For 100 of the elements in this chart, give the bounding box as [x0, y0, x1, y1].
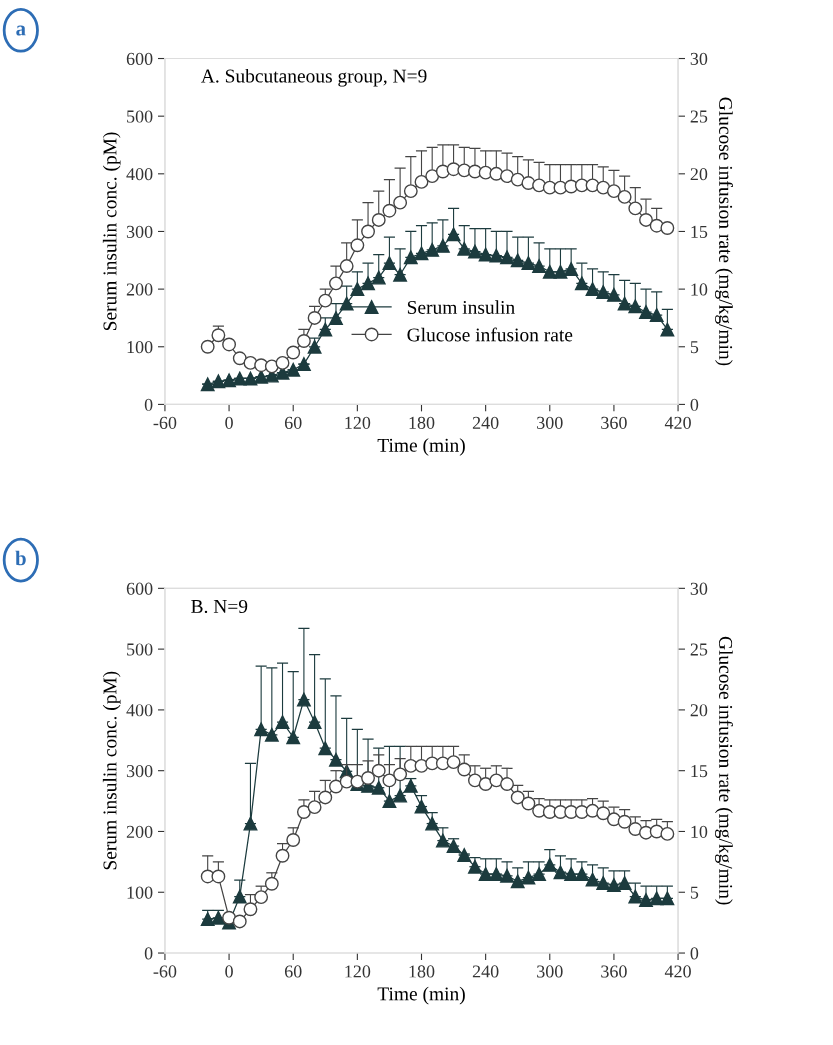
point [222, 337, 237, 352]
point [307, 800, 322, 815]
point [649, 824, 664, 839]
point [414, 799, 429, 814]
point [318, 322, 333, 337]
point [403, 184, 418, 199]
point [286, 833, 301, 847]
y2-axis-title: Glucose infusion rate (mg/kg/min) [715, 97, 733, 366]
point [596, 806, 611, 821]
point [542, 805, 557, 819]
point [532, 803, 547, 818]
point [435, 164, 450, 179]
point [222, 910, 237, 925]
point [403, 250, 418, 265]
point [393, 267, 408, 282]
point [425, 816, 440, 831]
point [296, 357, 311, 372]
point [275, 355, 290, 370]
point [510, 874, 525, 889]
point [585, 872, 600, 887]
y-tick-label: 100 [127, 886, 153, 899]
point [361, 276, 375, 291]
y2-tick-label: 15 [691, 225, 708, 238]
point [382, 256, 397, 271]
x-tick-label: 0 [225, 416, 233, 429]
point [232, 914, 247, 929]
point [478, 165, 493, 180]
legend-label: Glucose infusion rate [407, 327, 573, 342]
y2-tick-label: 10 [691, 283, 708, 296]
x-axis-title: Time (min) [377, 438, 465, 456]
point [350, 238, 365, 253]
y2-tick-label: 15 [691, 765, 708, 778]
y-tick-label: 300 [126, 764, 153, 778]
point [628, 201, 643, 216]
point [232, 889, 247, 904]
point [296, 334, 311, 348]
point [425, 242, 440, 257]
y-axis-title: Serum insulin conc. (pM) [102, 671, 121, 870]
point [329, 276, 343, 291]
x-tick-label: 360 [601, 965, 627, 978]
point [500, 169, 514, 184]
point [393, 788, 408, 803]
point [382, 203, 397, 218]
point [468, 773, 482, 788]
point [403, 778, 418, 793]
x-tick-label: 360 [601, 416, 627, 429]
point [329, 779, 343, 794]
y2-tick-label: 20 [690, 704, 708, 717]
point [660, 221, 675, 235]
y2-tick-label: 5 [690, 886, 699, 899]
y-tick-label: 400 [126, 168, 153, 181]
y-axis-title: Serum insulin conc. (pM) [102, 132, 121, 331]
point [585, 803, 600, 818]
chart-title: A. Subcutaneous group, N=9 [201, 68, 427, 87]
x-tick-label: 60 [284, 965, 302, 978]
point [382, 794, 397, 809]
x-tick-label: 420 [664, 965, 691, 978]
y-tick-label: 500 [127, 110, 153, 123]
point [393, 767, 408, 782]
point [200, 869, 215, 884]
x-axis-title: Time (min) [377, 986, 465, 1005]
point [286, 345, 301, 360]
point [639, 825, 653, 840]
point [264, 727, 279, 742]
y-tick-label: 100 [127, 341, 153, 354]
point [510, 790, 525, 805]
y-tick-label: 600 [126, 582, 153, 595]
point [286, 730, 301, 745]
x-tick-label: 240 [472, 416, 499, 429]
point [500, 777, 514, 792]
y-tick-label: 400 [126, 704, 153, 717]
point [446, 755, 461, 770]
point [254, 890, 269, 905]
legend-label: Serum insulin [407, 300, 515, 314]
x-tick-label: 120 [345, 416, 371, 429]
x-tick-label: 420 [664, 416, 691, 429]
point [574, 178, 589, 193]
y-tick-label: 0 [144, 947, 153, 960]
point [296, 805, 311, 819]
text: b [15, 550, 26, 566]
point [403, 758, 418, 773]
point [275, 715, 290, 730]
point [254, 722, 269, 737]
point [371, 212, 386, 227]
point [596, 180, 611, 195]
point [211, 869, 226, 884]
y2-tick-label: 25 [690, 110, 708, 123]
point [307, 339, 322, 354]
y-tick-label: 600 [126, 52, 153, 65]
point [211, 328, 226, 343]
y-tick-label: 0 [144, 398, 153, 411]
x-tick-label: 60 [284, 416, 302, 429]
point [521, 796, 536, 811]
y2-tick-label: 20 [690, 168, 708, 181]
point [532, 867, 547, 881]
point [307, 310, 322, 325]
x-tick-label: -60 [153, 416, 177, 429]
x-tick-label: 180 [409, 416, 435, 429]
point [649, 218, 664, 233]
point [628, 889, 643, 904]
